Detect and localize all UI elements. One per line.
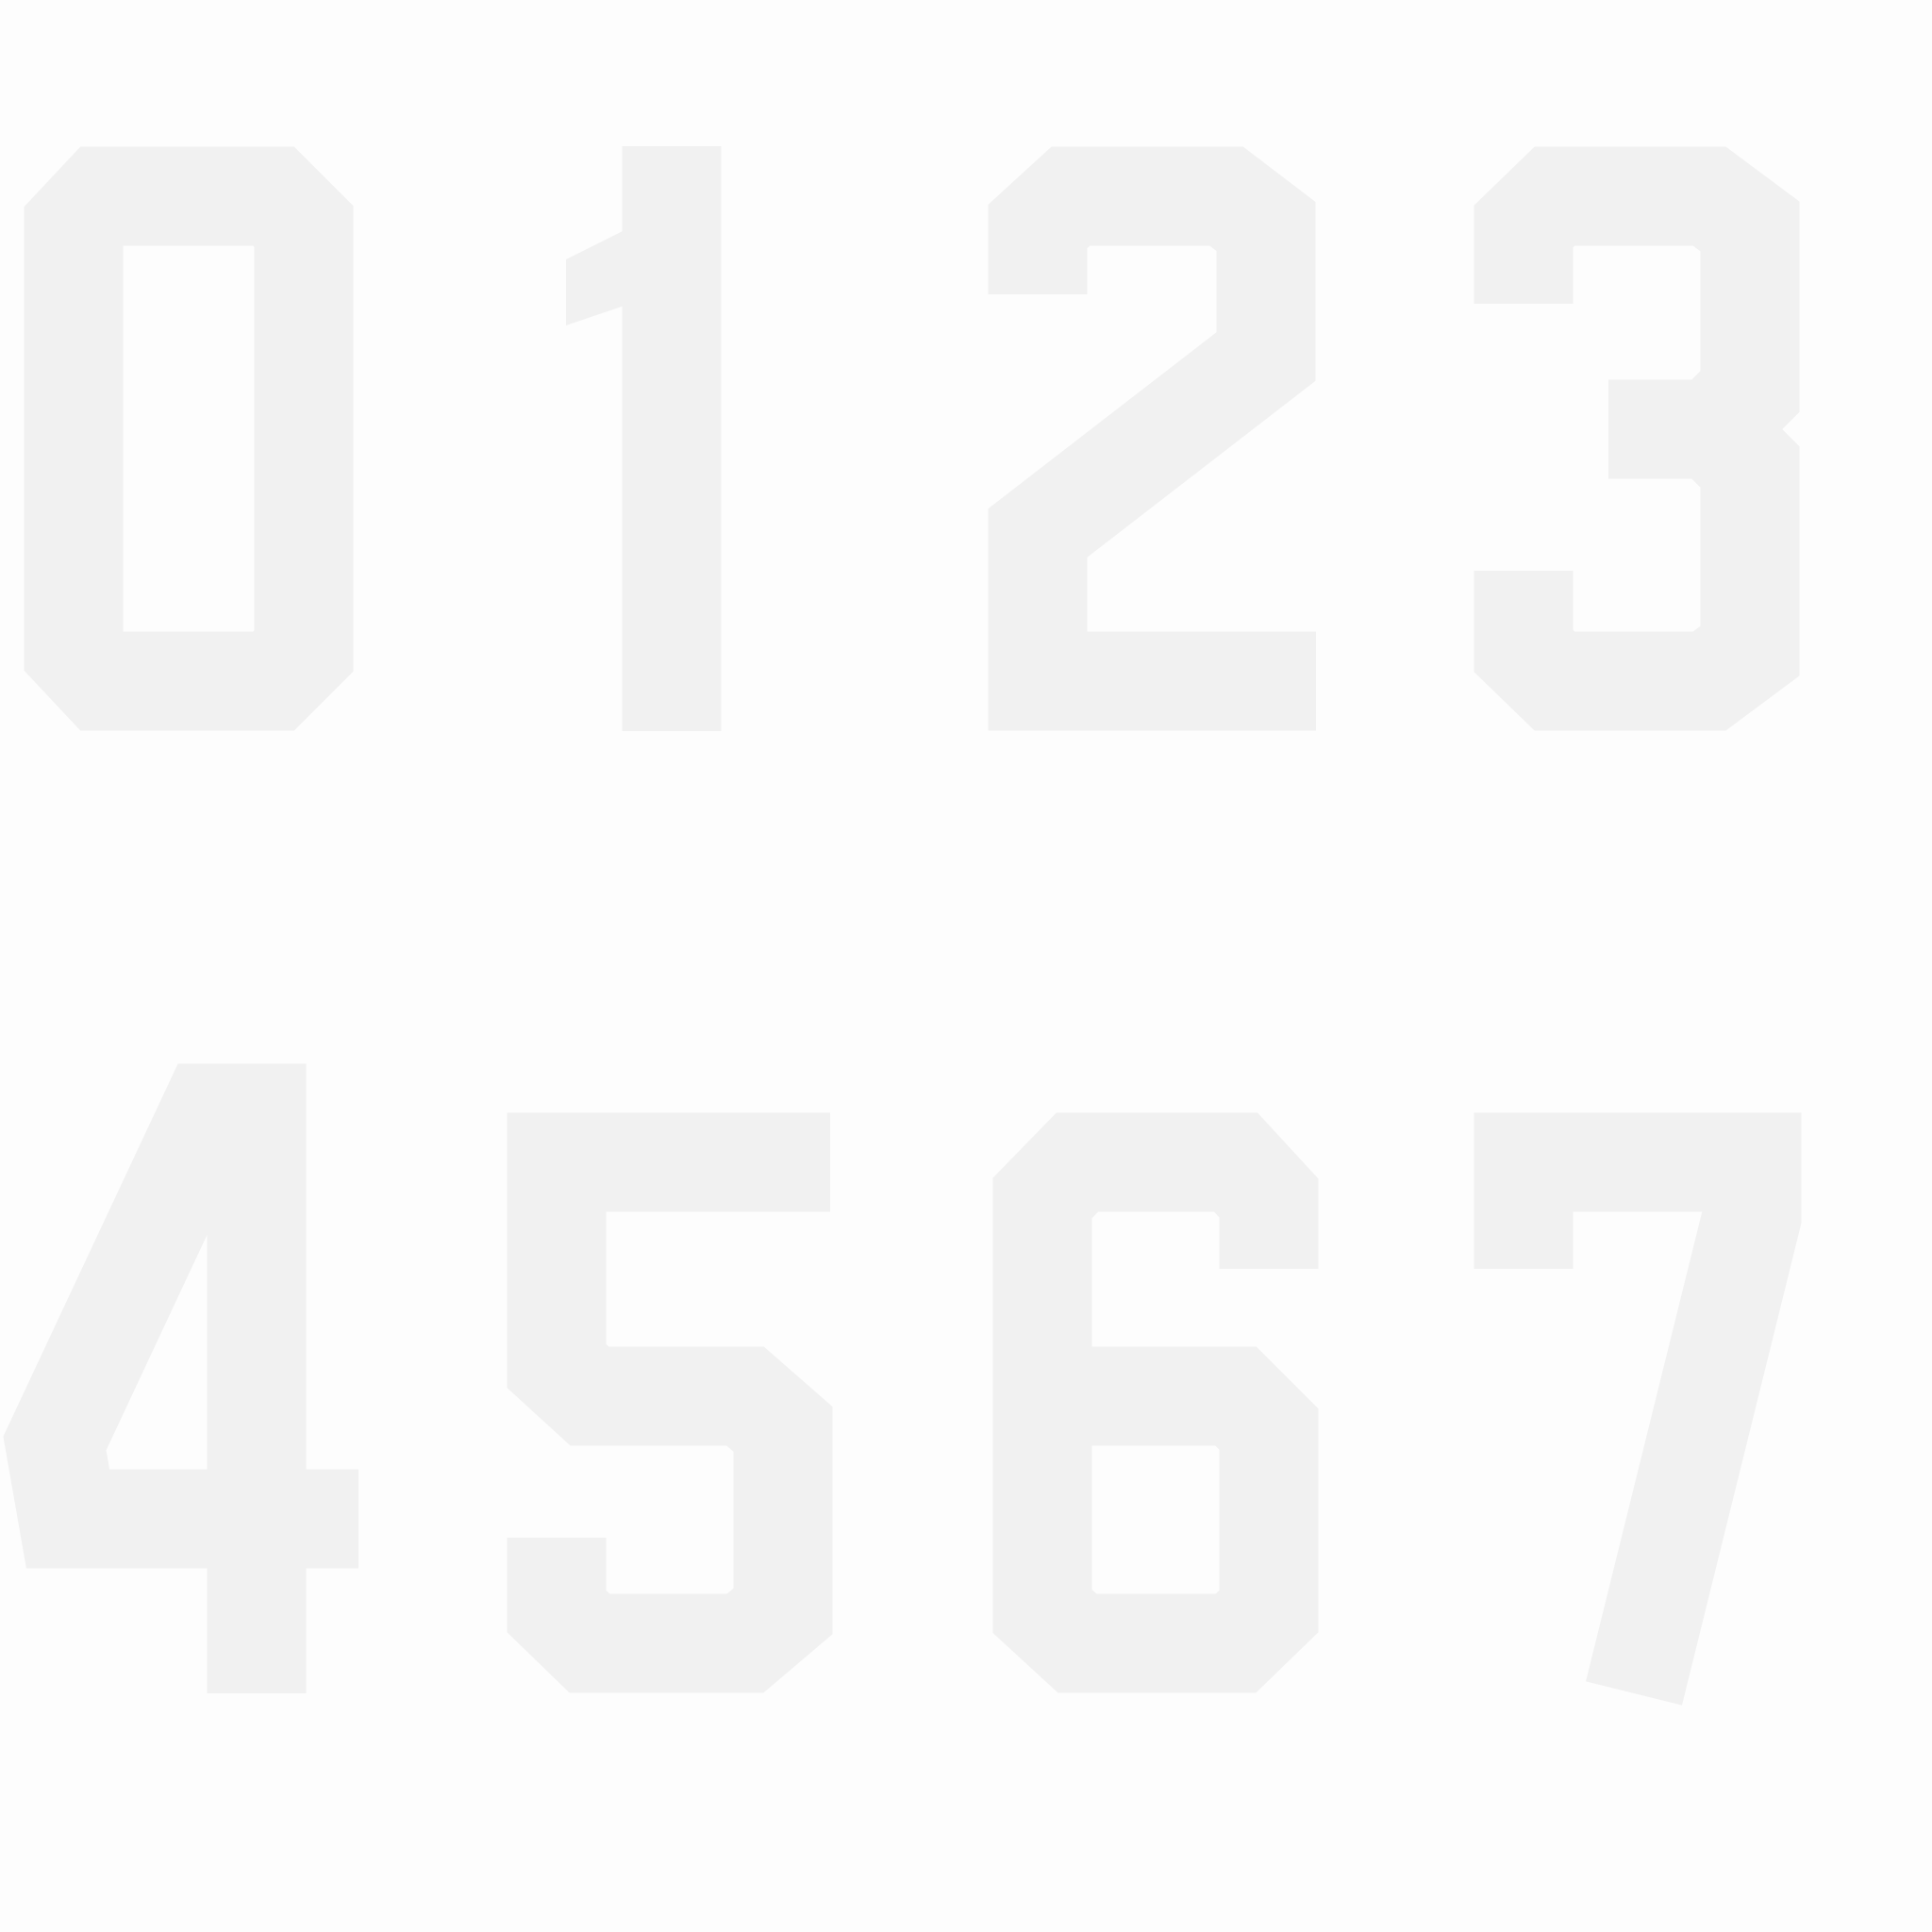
digit-0-stroke: [24, 146, 354, 731]
digit-6-glyph: 6 6: [992, 1112, 1319, 1693]
digit-2-glyph: 2 2: [988, 146, 1316, 731]
digit-4-glyph: 4 4: [3, 1063, 358, 1693]
digit-7-stroke: [1474, 1112, 1802, 1706]
digit-3-glyph: 3 3: [1474, 146, 1800, 731]
digit-1-flag: [566, 146, 719, 325]
digit-0-glyph: 0 0: [24, 146, 354, 731]
digit-7-glyph: 7 7: [1474, 1112, 1802, 1706]
digit-5-glyph: 5 5: [507, 1112, 833, 1693]
digit-6-stroke: [992, 1112, 1319, 1693]
digit-4-stroke: [3, 1063, 358, 1693]
digit-1-glyph: 1 1: [566, 146, 722, 731]
digit-5-stroke: [507, 1112, 833, 1693]
digit-2-stroke: [988, 146, 1316, 731]
